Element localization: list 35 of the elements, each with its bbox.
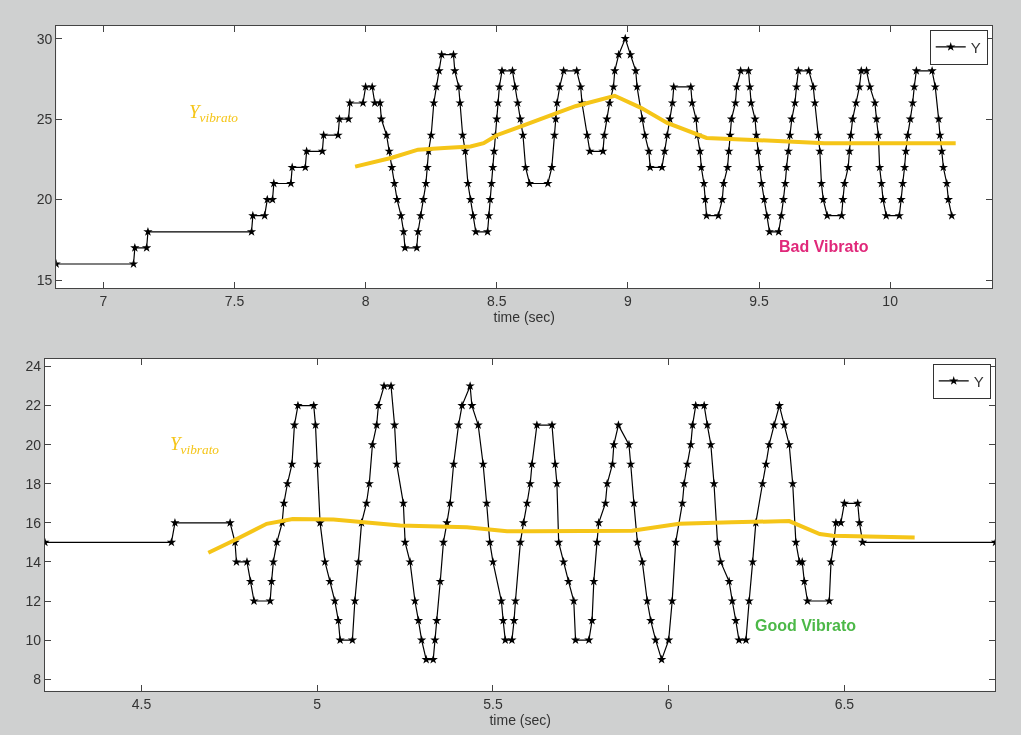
annotation: Good Vibrato [755,617,857,634]
legend-label: Y [970,38,981,56]
y-tick-label: 20 [25,436,42,453]
line-series [206,516,917,555]
x-tick-label: 6.5 [834,695,855,712]
x-tick-label: 10 [882,293,899,310]
x-tick-label: 8 [361,293,370,310]
y-tick-label: 30 [36,30,53,47]
x-tick-label: 9.5 [749,293,769,310]
x-tick-label: 5 [313,695,322,712]
y-tick-label: 10 [25,631,42,648]
x-tick-label: 8.5 [487,293,507,310]
y-tick-label: 14 [25,553,42,570]
x-tick-label: 7.5 [224,293,245,310]
x-tick-label: 5.5 [483,695,503,712]
y-tick-label: 16 [25,514,42,531]
x-tick-label: 4.5 [131,695,152,712]
x-tick-label: 9 [623,293,632,310]
text: Y$_{vibrato}$ [189,101,239,125]
annotation: Bad Vibrato [779,238,869,255]
y-tick-label: 25 [36,111,53,127]
y-tick-label: 18 [25,475,42,492]
x-tick-label: 6 [664,695,673,712]
y-tick-label: 22 [25,397,42,414]
legend-label: Y [973,372,984,390]
x-axis-title: time (sec) [493,309,556,326]
text: Y$_{vibrato}$ [170,433,220,457]
y-tick-label: 24 [25,358,42,375]
x-tick-label: 7 [99,293,108,310]
y-tick-label: 20 [36,191,53,208]
y-tick-label: 12 [25,592,42,609]
line-series [353,93,958,169]
y-tick-label: 15 [36,271,53,288]
y-tick-label: 8 [33,671,42,688]
x-axis-title: time (sec) [489,711,551,728]
